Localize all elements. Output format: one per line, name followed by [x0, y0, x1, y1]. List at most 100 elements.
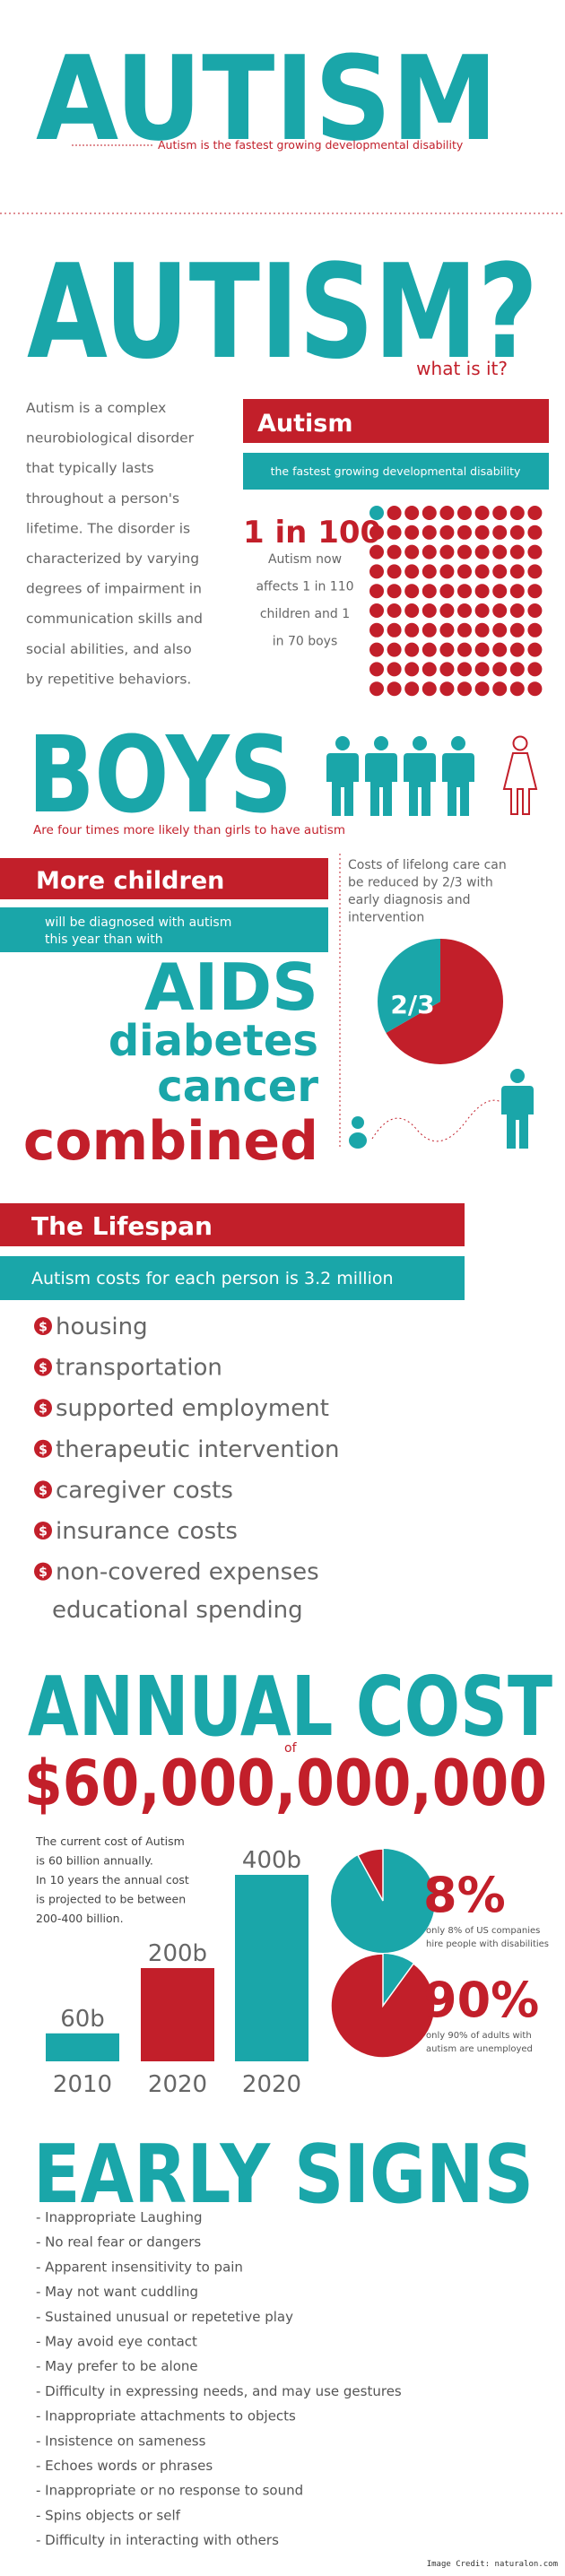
cost-item: transportation	[56, 1355, 222, 1382]
dot	[387, 544, 402, 559]
dot	[492, 642, 508, 657]
dot	[387, 603, 402, 618]
dot	[527, 506, 543, 520]
pie-note: hire people with disabilities	[426, 1939, 549, 1949]
dot	[404, 544, 420, 559]
growth-line	[371, 1099, 512, 1142]
dot	[369, 642, 384, 657]
section-title: BOYS	[28, 713, 292, 837]
dot	[457, 544, 472, 559]
banner	[0, 858, 328, 899]
pie-slice	[378, 939, 440, 1033]
dot	[474, 525, 490, 540]
dot	[422, 525, 437, 540]
dot	[492, 544, 508, 559]
cost-item: non-covered expenses	[56, 1559, 319, 1586]
sign-item: - May prefer to be alone	[36, 2358, 198, 2374]
bar-year: 2020	[242, 2071, 301, 2098]
dot	[369, 681, 384, 697]
dot	[422, 544, 437, 559]
dot	[527, 681, 543, 697]
dot	[404, 642, 420, 657]
dot	[369, 544, 384, 559]
dot	[387, 642, 402, 657]
disease: combined	[23, 1110, 318, 1173]
paragraph-line: characterized by varying	[26, 551, 199, 567]
banner	[0, 1203, 465, 1246]
dot	[527, 662, 543, 677]
ratio-note: affects 1 in 110	[256, 580, 353, 594]
dot	[492, 622, 508, 637]
sign-item: - Inappropriate Laughing	[36, 2209, 203, 2225]
dot	[492, 525, 508, 540]
cost-item: educational spending	[52, 1597, 303, 1624]
disease: AIDS	[144, 950, 318, 1025]
of-label: of	[284, 1741, 298, 1756]
ratio: 1 in 100	[243, 515, 381, 551]
dot	[474, 622, 490, 637]
paragraph-line: In 10 years the annual cost	[36, 1873, 189, 1886]
dot	[422, 642, 437, 657]
dot	[509, 584, 525, 599]
dot	[457, 622, 472, 637]
sign-item: - Apparent insensitivity to pain	[36, 2259, 243, 2275]
bar-year: 2020	[148, 2071, 207, 2098]
dot	[509, 564, 525, 579]
dot	[439, 544, 455, 559]
paragraph-line: is 60 billion annually.	[36, 1854, 153, 1868]
dot	[509, 622, 525, 637]
subtitle: Autism is the fastest growing developmen…	[158, 138, 464, 152]
pie-percent: 8%	[423, 1867, 506, 1923]
dot	[492, 681, 508, 697]
dot	[422, 584, 437, 599]
bullet: $	[39, 1484, 48, 1498]
amount: $60,000,000,000	[24, 1747, 547, 1820]
paragraph-line: degrees of impairment in	[26, 581, 202, 597]
tagline: will be diagnosed with autism	[45, 915, 231, 930]
cost-item: supported employment	[56, 1395, 329, 1422]
bullet-icon	[34, 1317, 52, 1335]
bullet-icon	[34, 1439, 52, 1458]
care-note: early diagnosis and	[348, 893, 471, 907]
sign-item: - May not want cuddling	[36, 2284, 198, 2300]
bar	[46, 2033, 119, 2061]
dot	[474, 564, 490, 579]
dot	[369, 506, 384, 520]
girl-icon	[503, 735, 537, 815]
care-note: be reduced by 2/3 with	[348, 876, 493, 890]
dot	[457, 603, 472, 618]
bullet-icon	[34, 1357, 52, 1376]
pie-slice	[357, 1848, 384, 1902]
dot	[422, 506, 437, 520]
sign-item: - Difficulty in interacting with others	[36, 2532, 279, 2548]
bullet: $	[39, 1525, 48, 1540]
dot	[457, 681, 472, 697]
bullet: $	[39, 1321, 48, 1335]
banner-text: Autism	[257, 410, 352, 438]
paragraph-line: social abilities, and also	[26, 641, 192, 657]
paragraph-line: 200-400 billion.	[36, 1912, 124, 1925]
dot	[457, 506, 472, 520]
dot-grid	[369, 506, 543, 697]
dot	[457, 584, 472, 599]
dot	[509, 506, 525, 520]
dot	[474, 603, 490, 618]
dot	[387, 681, 402, 697]
pie-note: autism are unemployed	[426, 2044, 533, 2054]
bar-label: 60b	[60, 2006, 105, 2033]
dot	[369, 622, 384, 637]
bar	[235, 1875, 309, 2061]
paragraph-line: Autism is a complex	[26, 400, 166, 416]
sign-item: - Difficulty in expressing needs, and ma…	[36, 2383, 402, 2399]
bullet-icon	[34, 1480, 52, 1499]
paragraph-line: by repetitive behaviors.	[26, 671, 191, 687]
dot	[439, 525, 455, 540]
dot	[527, 584, 543, 599]
banner-text: The Lifespan	[31, 1211, 213, 1241]
pie-slice	[386, 939, 504, 1064]
dot	[509, 642, 525, 657]
dot	[387, 662, 402, 677]
dot	[422, 622, 437, 637]
ratio-note: Autism now	[268, 552, 342, 567]
tagline: this year than with	[45, 932, 163, 947]
